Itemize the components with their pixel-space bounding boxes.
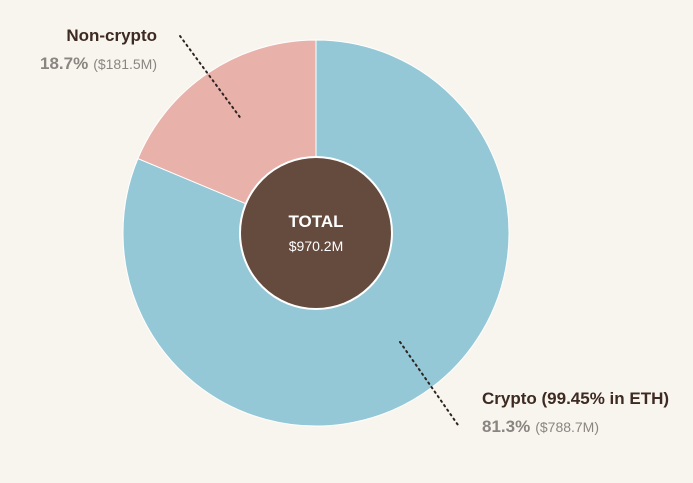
slice-value-non-crypto: 18.7% ($181.5M) [40,54,157,73]
slice-value-crypto: 81.3% ($788.7M) [482,417,599,436]
center-total-circle [239,156,393,310]
slice-percent-non-crypto: 18.7% [40,54,88,73]
leader-line-crypto [399,341,459,426]
slice-amount-non-crypto: ($181.5M) [93,56,157,72]
slice-label-crypto: Crypto (99.45% in ETH) [482,389,669,408]
center-total-title: TOTAL [288,212,343,231]
slice-percent-crypto: 81.3% [482,417,530,436]
center-total-value: $970.2M [289,238,343,254]
leader-line-non-crypto [179,35,243,121]
slice-amount-crypto: ($788.7M) [535,419,599,435]
slice-label-non-crypto: Non-crypto [66,26,157,45]
